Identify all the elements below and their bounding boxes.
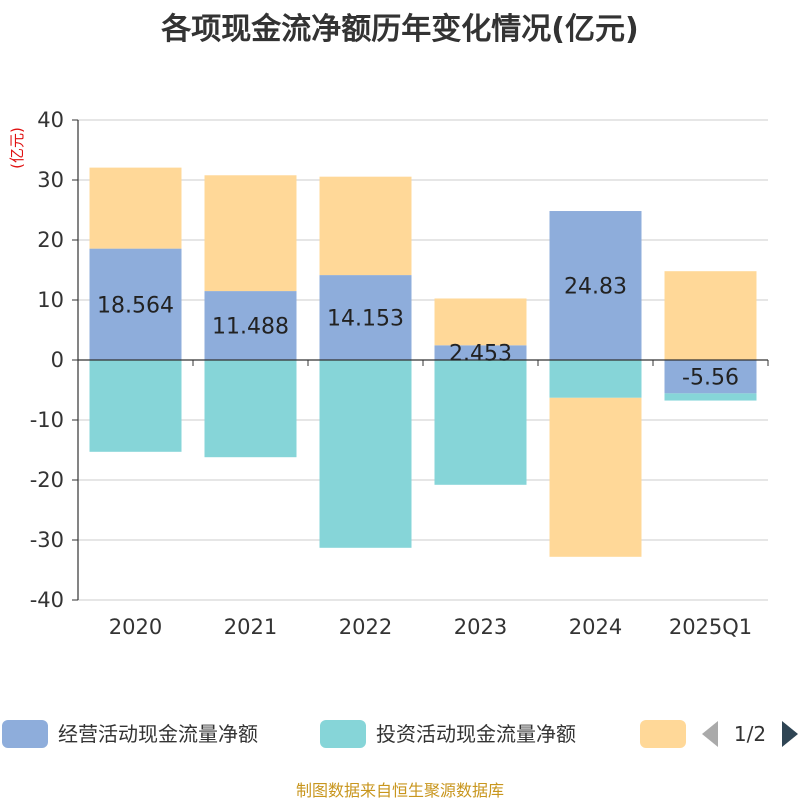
legend-page-indicator: 1/2 (734, 722, 766, 746)
bar-segment (89, 167, 182, 249)
bars (89, 167, 757, 557)
bar-segment (89, 360, 182, 452)
y-tick-label: 40 (37, 108, 64, 132)
legend-swatch (640, 720, 686, 748)
axes: 40 30 20 10 0 -10 -20 -30 -40 (亿元) 2020 2021 2022 202… (8, 108, 769, 639)
bar-segment (434, 298, 527, 346)
y-tick-label: -10 (30, 408, 64, 432)
bar-segment (434, 345, 527, 360)
bar-segment (204, 175, 297, 292)
grid-lines (78, 119, 768, 601)
x-tick-label: 2022 (339, 615, 392, 639)
legend-item[interactable]: 投资活动现金流量净额 (320, 720, 576, 748)
legend-swatch (320, 720, 366, 748)
data-label: 11.488 (212, 315, 289, 340)
data-label: -5.56 (682, 366, 739, 391)
legend-next-page-icon[interactable] (782, 721, 798, 747)
legend-prev-page-icon[interactable] (702, 721, 718, 747)
legend-item[interactable] (640, 720, 686, 748)
bar-segment (319, 360, 412, 548)
data-label: 24.83 (564, 275, 627, 300)
x-tick-label: 2023 (454, 615, 507, 639)
y-tick-label: -30 (30, 528, 64, 552)
bar-segment (434, 360, 527, 485)
bar-segment (664, 271, 757, 360)
legend-label: 经营活动现金流量净额 (58, 722, 258, 746)
source-note: 制图数据来自恒生聚源数据库 (295, 781, 504, 800)
x-tick-label: 2021 (224, 615, 277, 639)
bar-segment (549, 397, 642, 557)
bar-segment (89, 248, 182, 360)
legend-label: 投资活动现金流量净额 (376, 722, 576, 746)
y-tick-label: -40 (30, 588, 64, 612)
x-tick-label: 2024 (569, 615, 622, 639)
legend[interactable]: 经营活动现金流量净额 投资活动现金流量净额 1/2 (2, 720, 798, 748)
y-tick-label: 0 (51, 348, 64, 372)
y-tick-label: -20 (30, 468, 64, 492)
bar-segment (664, 360, 757, 394)
bar-segment (319, 176, 412, 276)
legend-item[interactable]: 经营活动现金流量净额 (2, 720, 258, 748)
x-tick-label: 2025Q1 (669, 615, 752, 639)
bar-segment (204, 291, 297, 360)
bar-segment (204, 360, 297, 458)
x-tick-label: 2020 (109, 615, 162, 639)
y-tick-label: 30 (37, 168, 64, 192)
bar-segment (549, 211, 642, 360)
bar-segment (319, 275, 412, 360)
y-unit-label: (亿元) (8, 127, 26, 169)
bar-segment (664, 393, 757, 401)
chart-title: 各项现金流净额历年变化情况(亿元) (161, 12, 639, 47)
data-label: 18.564 (97, 293, 174, 318)
y-tick-label: 10 (37, 288, 64, 312)
bar-segment (549, 360, 642, 398)
data-label: 2.453 (449, 342, 512, 367)
bar-labels: 18.564 11.488 14.153 2.453 24.83 -5.56 (97, 275, 739, 391)
data-label: 14.153 (327, 307, 404, 332)
y-tick-label: 20 (37, 228, 64, 252)
legend-swatch (2, 720, 48, 748)
